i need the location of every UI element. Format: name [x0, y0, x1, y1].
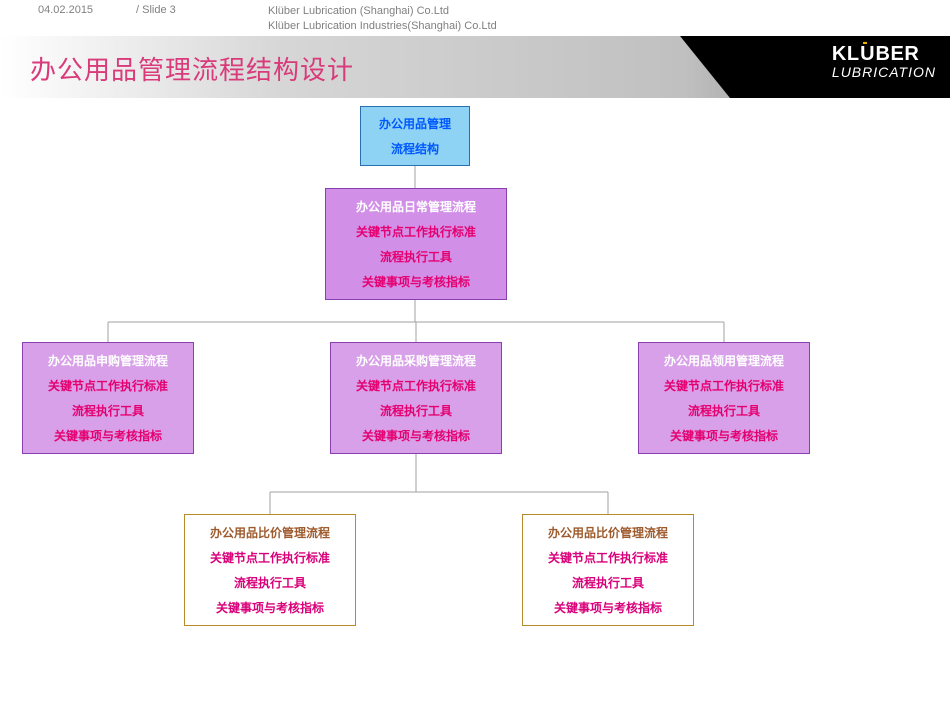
meta-company: Klüber Lubrication (Shanghai) Co.Ltd Klü…: [268, 4, 497, 34]
node-l2a: 办公用品申购管理流程关键节点工作执行标准流程执行工具关键事项与考核指标: [22, 342, 194, 454]
logo-sub-text: LUBRICATION: [832, 65, 936, 80]
node-l2c-line-0: 办公用品领用管理流程: [664, 352, 784, 369]
flowchart-canvas: 办公用品管理流程结构办公用品日常管理流程关键节点工作执行标准流程执行工具关键事项…: [0, 96, 950, 713]
node-l2b-line-1: 关键节点工作执行标准: [356, 377, 476, 394]
node-l2a-line-0: 办公用品申购管理流程: [48, 352, 168, 369]
node-root-line-1: 流程结构: [391, 140, 439, 157]
node-l3b-line-0: 办公用品比价管理流程: [548, 524, 668, 541]
node-l2a-line-2: 流程执行工具: [72, 402, 144, 419]
node-l2b-line-2: 流程执行工具: [380, 402, 452, 419]
node-l2c-line-2: 流程执行工具: [688, 402, 760, 419]
node-l2c: 办公用品领用管理流程关键节点工作执行标准流程执行工具关键事项与考核指标: [638, 342, 810, 454]
node-l3a: 办公用品比价管理流程关键节点工作执行标准流程执行工具关键事项与考核指标: [184, 514, 356, 626]
node-l3a-line-2: 流程执行工具: [234, 574, 306, 591]
header-bar: 04.02.2015 / Slide 3 Klüber Lubrication …: [0, 0, 950, 96]
node-l2b-line-3: 关键事项与考核指标: [362, 427, 470, 444]
node-l2c-line-3: 关键事项与考核指标: [670, 427, 778, 444]
node-mid: 办公用品日常管理流程关键节点工作执行标准流程执行工具关键事项与考核指标: [325, 188, 507, 300]
node-l3b-line-2: 流程执行工具: [572, 574, 644, 591]
meta-date: 04.02.2015: [38, 4, 93, 16]
node-l3a-line-1: 关键节点工作执行标准: [210, 549, 330, 566]
node-mid-line-3: 关键事项与考核指标: [362, 273, 470, 290]
node-mid-line-2: 流程执行工具: [380, 248, 452, 265]
meta-slide-number: / Slide 3: [136, 4, 176, 16]
node-l2c-line-1: 关键节点工作执行标准: [664, 377, 784, 394]
node-l3a-line-0: 办公用品比价管理流程: [210, 524, 330, 541]
node-l2b: 办公用品采购管理流程关键节点工作执行标准流程执行工具关键事项与考核指标: [330, 342, 502, 454]
node-l3b-line-1: 关键节点工作执行标准: [548, 549, 668, 566]
node-root: 办公用品管理流程结构: [360, 106, 470, 166]
logo-main-text: KLUBER: [832, 44, 936, 65]
node-l3b: 办公用品比价管理流程关键节点工作执行标准流程执行工具关键事项与考核指标: [522, 514, 694, 626]
page-title: 办公用品管理流程结构设计: [30, 50, 354, 87]
node-l3b-line-3: 关键事项与考核指标: [554, 599, 662, 616]
node-root-line-0: 办公用品管理: [379, 115, 451, 132]
node-l2b-line-0: 办公用品采购管理流程: [356, 352, 476, 369]
company-line1: Klüber Lubrication (Shanghai) Co.Ltd: [268, 4, 497, 19]
logo-triangle: [680, 36, 730, 98]
node-mid-line-0: 办公用品日常管理流程: [356, 198, 476, 215]
node-mid-line-1: 关键节点工作执行标准: [356, 223, 476, 240]
node-l3a-line-3: 关键事项与考核指标: [216, 599, 324, 616]
company-line2: Klüber Lubrication Industries(Shanghai) …: [268, 19, 497, 34]
node-l2a-line-1: 关键节点工作执行标准: [48, 377, 168, 394]
kluber-logo: KLUBER LUBRICATION: [832, 44, 936, 80]
node-l2a-line-3: 关键事项与考核指标: [54, 427, 162, 444]
